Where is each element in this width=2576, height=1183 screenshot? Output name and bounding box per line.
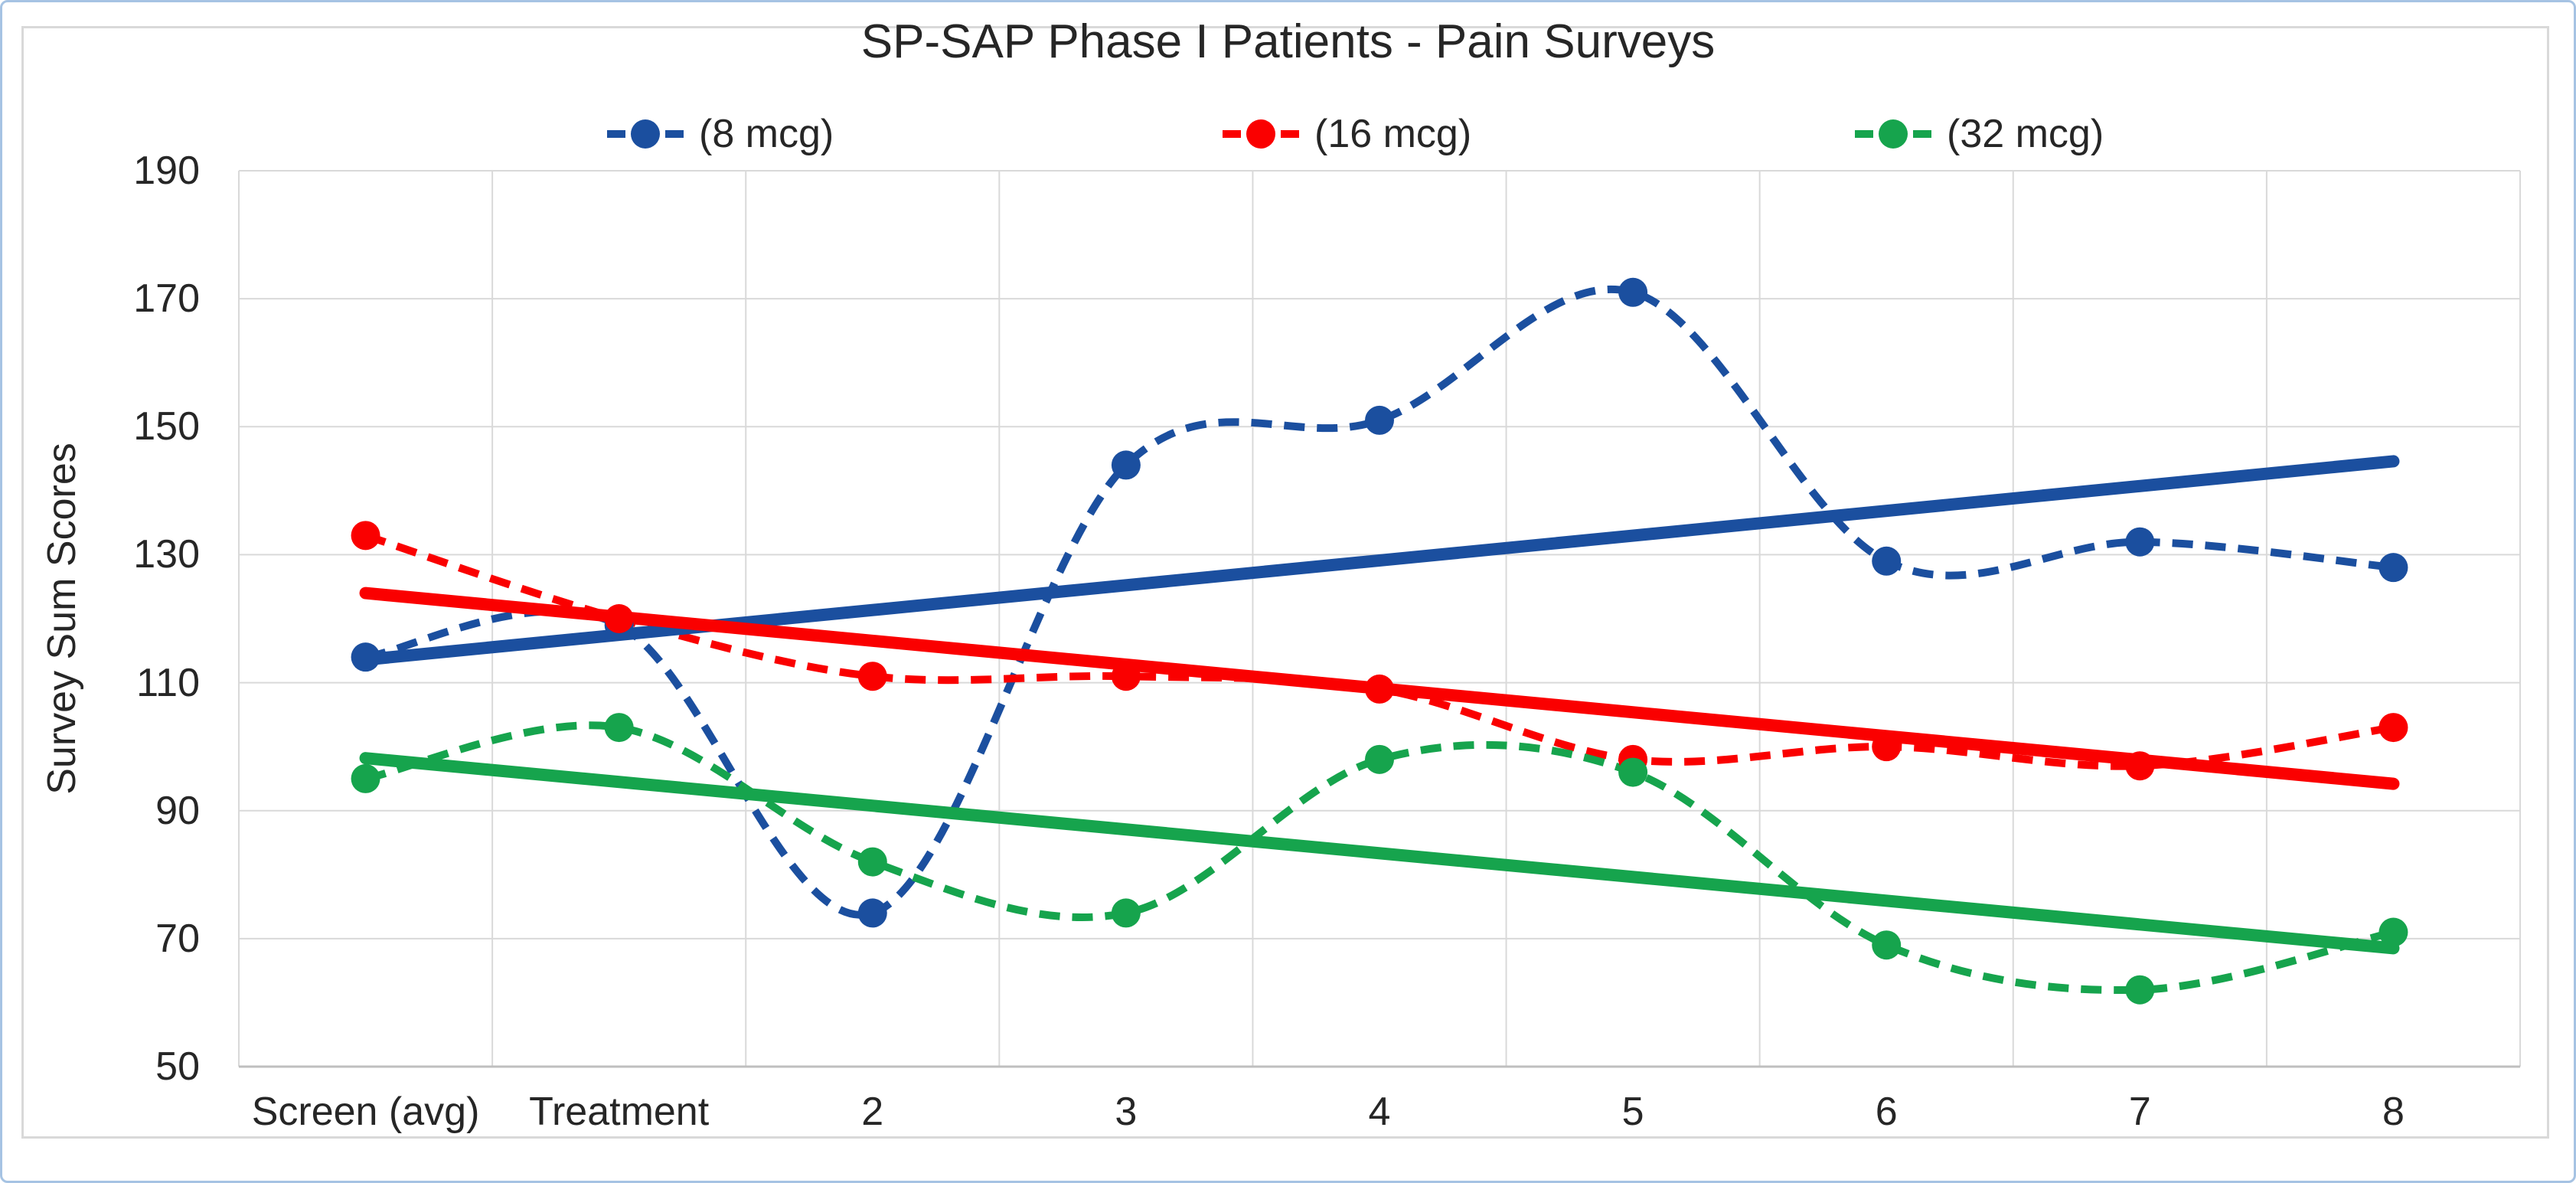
y-axis-title: Survey Sum Scores [40,443,84,795]
x-tick-label: 5 [1621,1090,1644,1134]
chart-title: SP-SAP Phase I Patients - Pain Surveys [860,15,1716,68]
legend-item-8mcg: (8 mcg) [606,114,834,154]
x-tick-label: 4 [1368,1090,1391,1134]
legend-marker-32mcg-icon [1855,119,1931,149]
legend-circle-32mcg [1879,119,1908,149]
y-tick-label: 110 [136,660,200,705]
chart-area-border [21,26,2549,1139]
legend-circle-16mcg [1246,119,1275,149]
x-tick-label: Screen (avg) [251,1090,480,1134]
y-tick-label: 190 [133,149,200,193]
x-tick-label: 7 [2128,1090,2151,1134]
y-tick-label: 90 [155,788,200,833]
legend-label-32mcg: (32 mcg) [1947,112,2104,156]
legend-marker-8mcg-icon [607,119,684,149]
legend-label-8mcg: (8 mcg) [699,112,834,156]
y-tick-label: 70 [155,916,200,961]
legend-marker-16mcg-icon [1223,119,1299,149]
legend-item-32mcg: (32 mcg) [1853,114,2104,154]
x-tick-label: 3 [1115,1090,1138,1134]
legend-item-16mcg: (16 mcg) [1221,114,1471,154]
x-tick-label: 2 [861,1090,884,1134]
x-tick-label: Treatment [529,1090,710,1134]
legend-label-16mcg: (16 mcg) [1314,112,1472,156]
x-tick-label: 8 [2382,1090,2405,1134]
legend-circle-8mcg [631,119,660,149]
y-tick-label: 150 [133,404,200,449]
y-tick-label: 50 [155,1044,200,1089]
y-tick-label: 130 [133,532,200,577]
x-tick-label: 6 [1875,1090,1898,1134]
y-tick-label: 170 [133,276,200,322]
